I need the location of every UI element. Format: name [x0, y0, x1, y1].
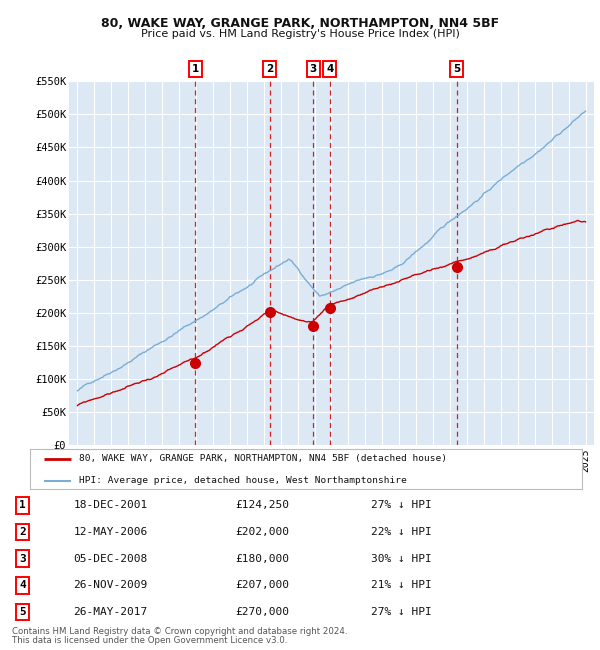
Text: 26-MAY-2017: 26-MAY-2017 [74, 607, 148, 617]
Text: 1: 1 [19, 500, 26, 510]
Text: 80, WAKE WAY, GRANGE PARK, NORTHAMPTON, NN4 5BF: 80, WAKE WAY, GRANGE PARK, NORTHAMPTON, … [101, 17, 499, 30]
Text: 2: 2 [19, 527, 26, 537]
Text: 26-NOV-2009: 26-NOV-2009 [74, 580, 148, 590]
Text: Price paid vs. HM Land Registry's House Price Index (HPI): Price paid vs. HM Land Registry's House … [140, 29, 460, 38]
Text: 27% ↓ HPI: 27% ↓ HPI [371, 500, 431, 510]
Text: £207,000: £207,000 [235, 580, 289, 590]
Text: 12-MAY-2006: 12-MAY-2006 [74, 527, 148, 537]
Text: 30% ↓ HPI: 30% ↓ HPI [371, 554, 431, 564]
Text: 05-DEC-2008: 05-DEC-2008 [74, 554, 148, 564]
Text: 4: 4 [19, 580, 26, 590]
Text: 1: 1 [192, 64, 199, 74]
Text: £180,000: £180,000 [235, 554, 289, 564]
Text: 3: 3 [310, 64, 317, 74]
Text: 80, WAKE WAY, GRANGE PARK, NORTHAMPTON, NN4 5BF (detached house): 80, WAKE WAY, GRANGE PARK, NORTHAMPTON, … [79, 454, 446, 463]
Text: 22% ↓ HPI: 22% ↓ HPI [371, 527, 431, 537]
Text: 4: 4 [326, 64, 334, 74]
Text: £270,000: £270,000 [235, 607, 289, 617]
Text: 5: 5 [19, 607, 26, 617]
Text: 18-DEC-2001: 18-DEC-2001 [74, 500, 148, 510]
Text: 2: 2 [266, 64, 274, 74]
Text: £202,000: £202,000 [235, 527, 289, 537]
Text: £124,250: £124,250 [235, 500, 289, 510]
Text: 27% ↓ HPI: 27% ↓ HPI [371, 607, 431, 617]
Text: This data is licensed under the Open Government Licence v3.0.: This data is licensed under the Open Gov… [12, 636, 287, 645]
Text: 21% ↓ HPI: 21% ↓ HPI [371, 580, 431, 590]
Text: 5: 5 [453, 64, 460, 74]
Text: HPI: Average price, detached house, West Northamptonshire: HPI: Average price, detached house, West… [79, 476, 406, 486]
Text: 3: 3 [19, 554, 26, 564]
Text: Contains HM Land Registry data © Crown copyright and database right 2024.: Contains HM Land Registry data © Crown c… [12, 627, 347, 636]
